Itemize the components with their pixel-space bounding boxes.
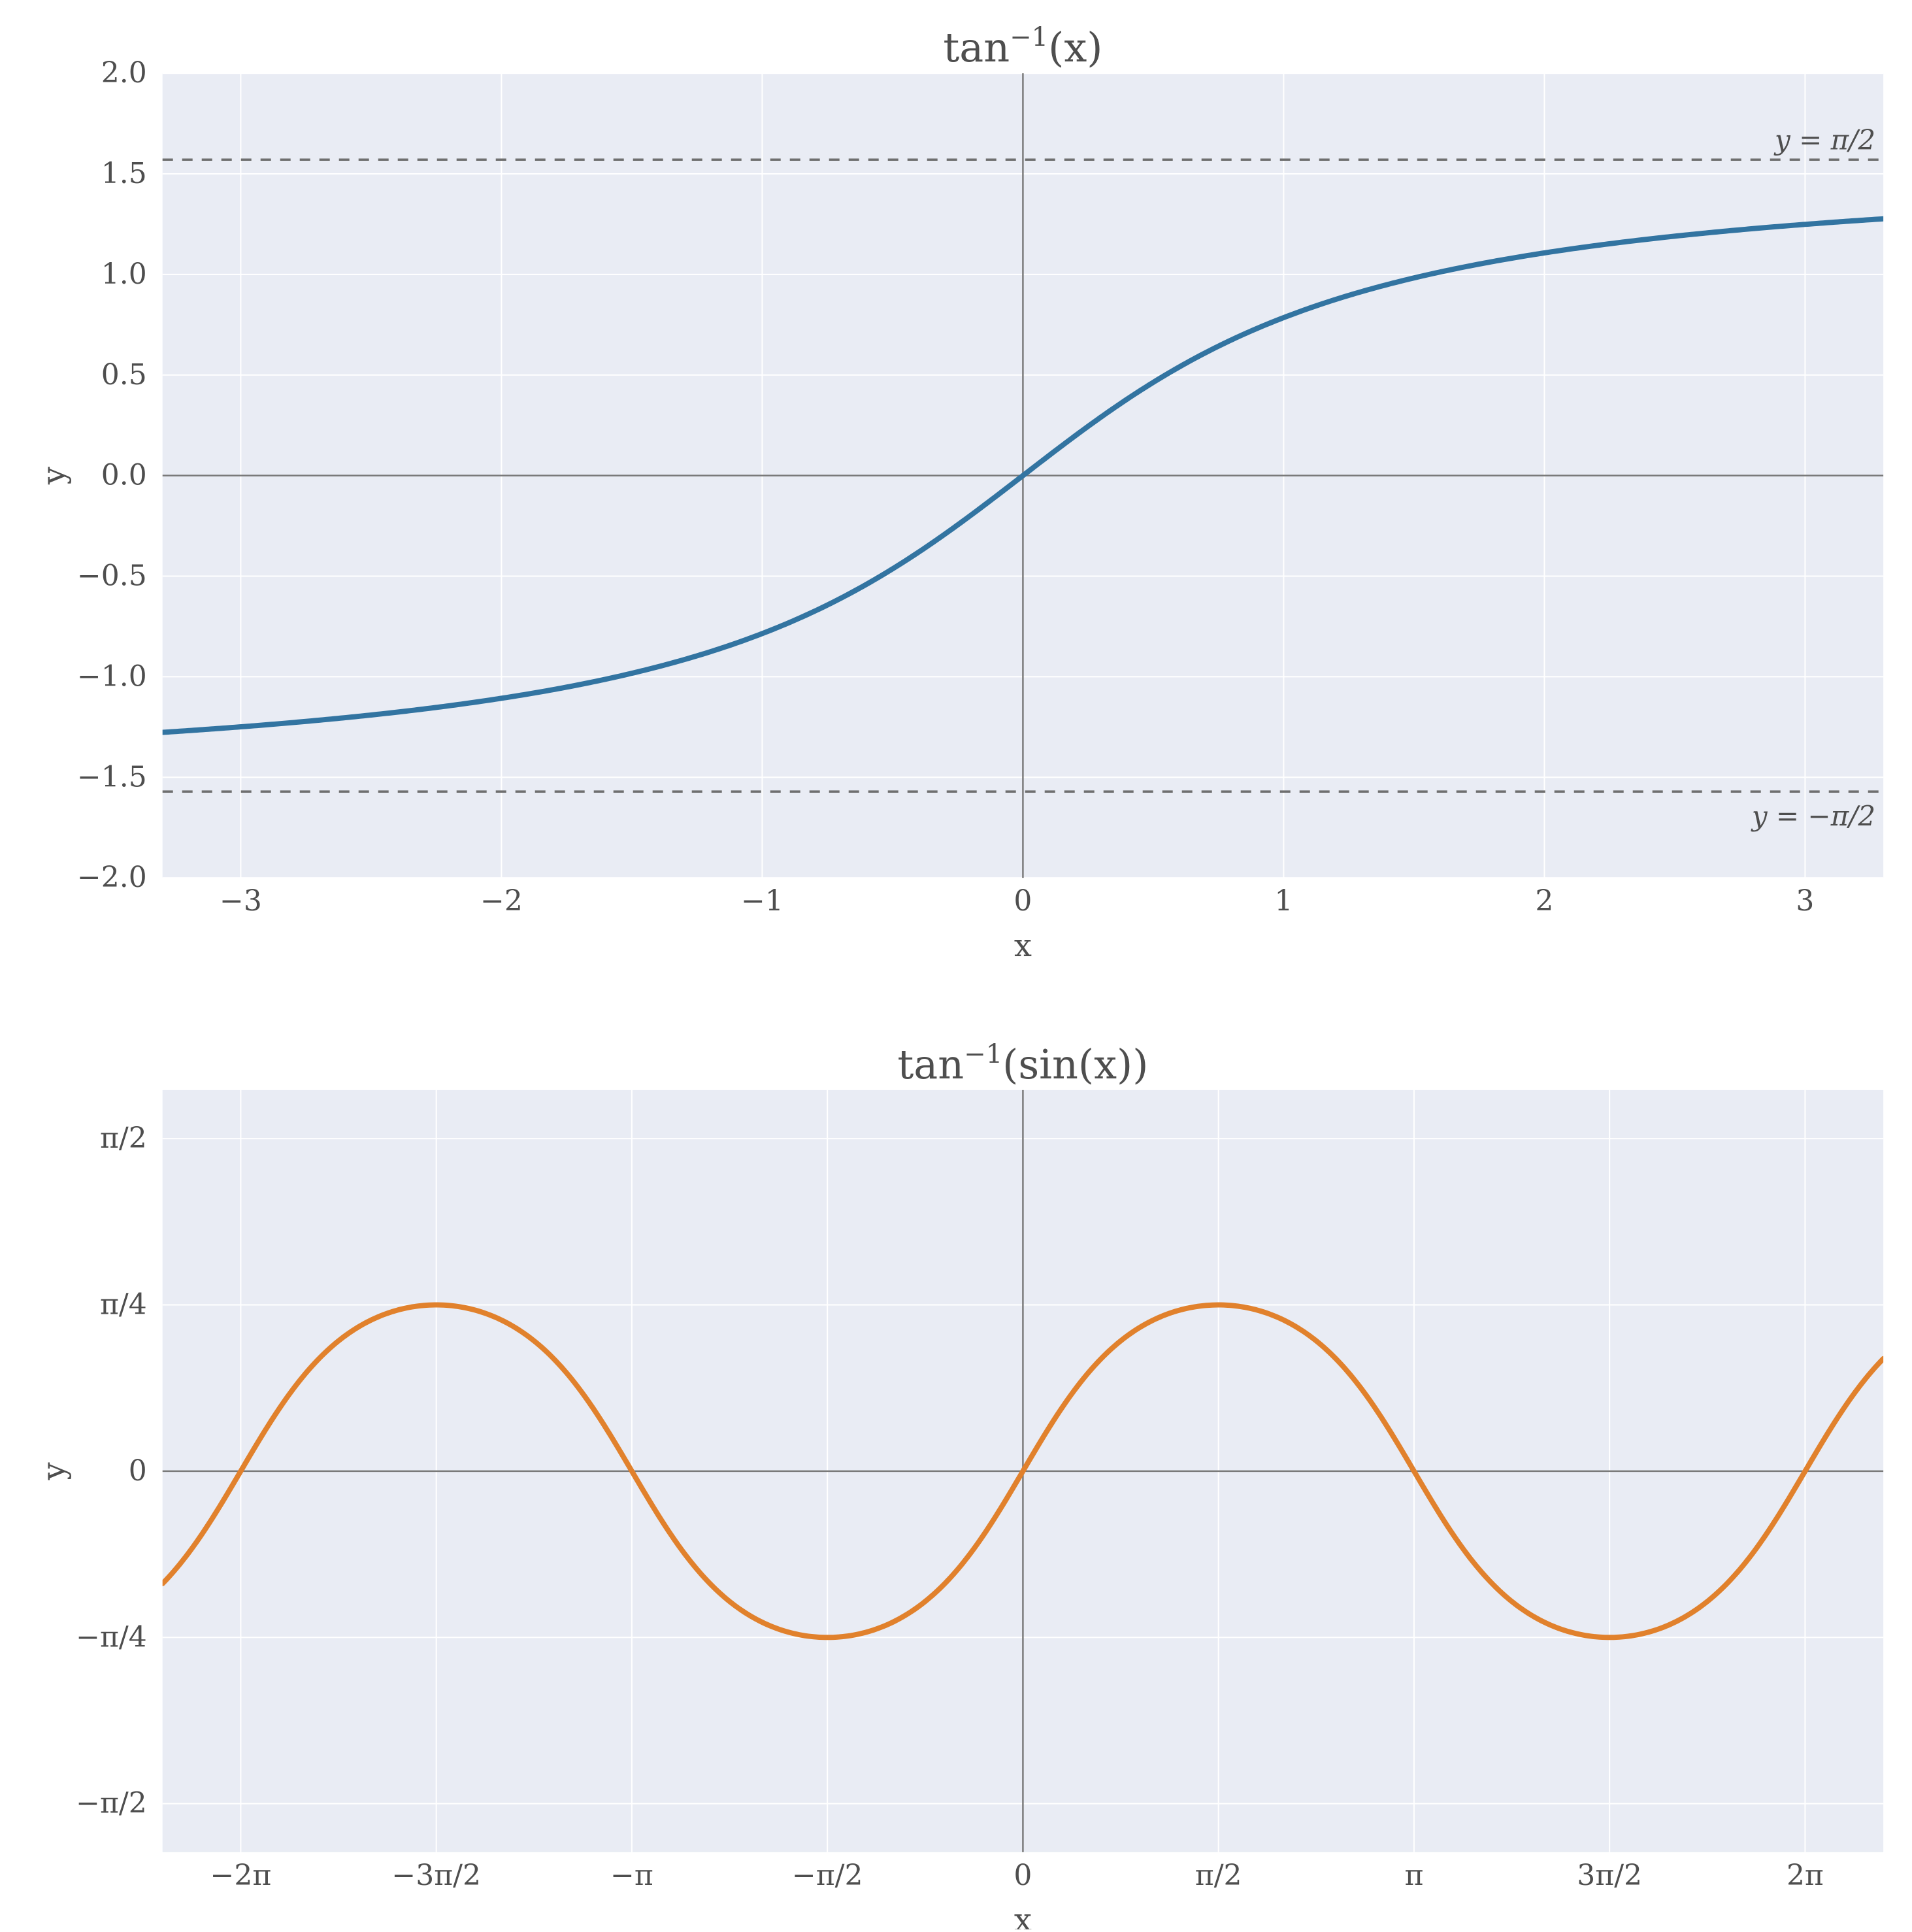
ytick-label: 0.0 bbox=[101, 459, 147, 492]
ytick-label: −π/2 bbox=[76, 1787, 147, 1820]
asymptote-label: y = −π/2 bbox=[1751, 800, 1875, 832]
xtick-label: −2π bbox=[210, 1859, 272, 1892]
xtick-label: −π/2 bbox=[792, 1859, 863, 1892]
ytick-label: −1.5 bbox=[77, 760, 147, 793]
ytick-label: 1.5 bbox=[101, 157, 147, 190]
ytick-label: −π/4 bbox=[76, 1620, 147, 1654]
ytick-label: 0.5 bbox=[101, 358, 147, 391]
ytick-label: −1.0 bbox=[77, 659, 147, 693]
xtick-label: 0 bbox=[1014, 1859, 1032, 1892]
xtick-label: −3π/2 bbox=[391, 1859, 481, 1892]
xtick-label: −3 bbox=[220, 884, 262, 918]
ytick-label: −2.0 bbox=[77, 861, 147, 894]
ytick-label: −0.5 bbox=[77, 559, 147, 593]
ylabel: y bbox=[36, 1462, 73, 1480]
xtick-label: π bbox=[1404, 1859, 1423, 1892]
xtick-label: 2 bbox=[1535, 884, 1553, 918]
xtick-label: −1 bbox=[741, 884, 783, 918]
xtick-label: 3π/2 bbox=[1577, 1859, 1642, 1892]
xtick-label: 3 bbox=[1796, 884, 1814, 918]
chart-title-top: tan−1(x) bbox=[943, 22, 1102, 71]
asymptote-label: y = π/2 bbox=[1773, 124, 1875, 156]
xtick-label: −2 bbox=[480, 884, 523, 918]
xtick-label: 0 bbox=[1014, 884, 1032, 918]
ytick-label: π/4 bbox=[100, 1288, 147, 1322]
xtick-label: 2π bbox=[1787, 1859, 1824, 1892]
xtick-label: −π bbox=[610, 1859, 653, 1892]
ytick-label: 2.0 bbox=[101, 56, 147, 90]
xlabel: x bbox=[1014, 1902, 1032, 1929]
ytick-label: 0 bbox=[129, 1454, 147, 1488]
figure-svg: y = π/2 y = −π/2 −3 −2 −1 0 1 2 3 −2.0 −1.5 −1.0 −0.… bbox=[0, 0, 1912, 1929]
xtick-label: π/2 bbox=[1195, 1859, 1242, 1892]
ytick-label: 1.0 bbox=[101, 258, 147, 291]
xtick-label: 1 bbox=[1274, 884, 1293, 918]
ylabel: y bbox=[36, 467, 73, 485]
ytick-label: π/2 bbox=[100, 1122, 147, 1155]
figure-container: y = π/2 y = −π/2 −3 −2 −1 0 1 2 3 −2.0 −1.5 −1.0 −0.… bbox=[0, 0, 1912, 1929]
chart-title-bottom: tan−1(sin(x)) bbox=[897, 1039, 1148, 1088]
xlabel: x bbox=[1014, 927, 1032, 964]
